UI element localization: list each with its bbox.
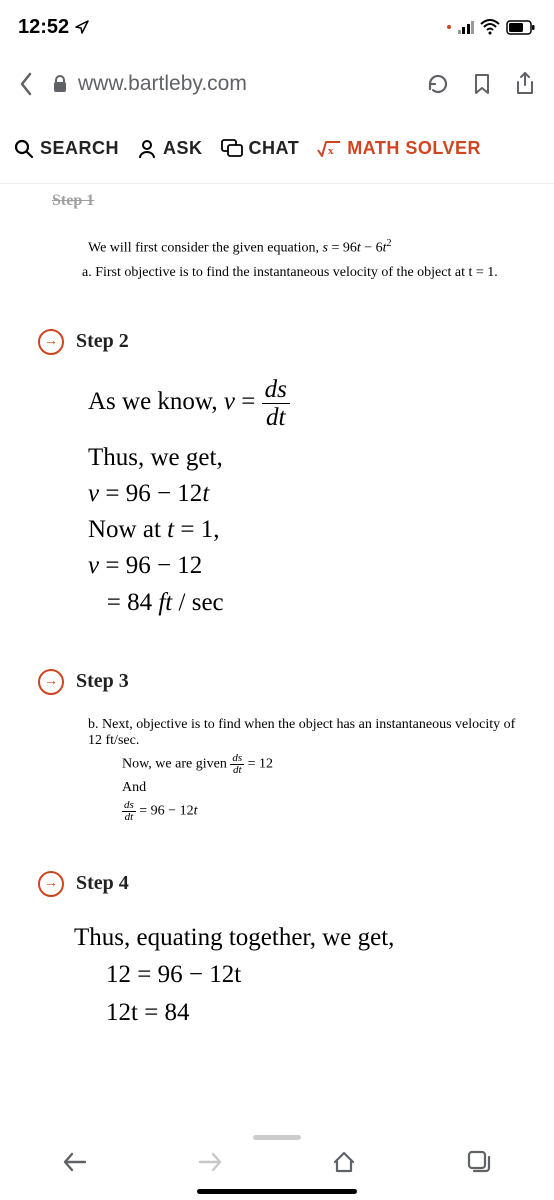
svg-text:x: x xyxy=(328,145,334,157)
step1-sub: First objective is to find the instantan… xyxy=(102,265,526,281)
nav-tabs-button[interactable] xyxy=(457,1140,501,1184)
reload-icon[interactable] xyxy=(426,72,450,96)
nav-search-label: SEARCH xyxy=(40,138,119,159)
step2-header: → Step 2 xyxy=(38,329,526,355)
bookmark-icon[interactable] xyxy=(472,72,492,96)
step3-label: Step 3 xyxy=(76,670,129,693)
nav-search[interactable]: SEARCH xyxy=(14,138,119,159)
share-icon[interactable] xyxy=(514,71,536,97)
nav-math-solver[interactable]: x MATH SOLVER xyxy=(317,138,481,159)
content[interactable]: Step 1 We will first consider the given … xyxy=(0,184,554,1132)
step2-label: Step 2 xyxy=(76,330,129,353)
step4-label: Step 4 xyxy=(76,872,129,895)
step4-header: → Step 4 xyxy=(38,871,526,897)
step4-math: Thus, equating together, we get, 12 = 96… xyxy=(74,919,526,1032)
arrow-right-icon: → xyxy=(38,329,64,355)
step3-body: b. Next, objective is to find when the o… xyxy=(88,717,526,823)
nav-chat[interactable]: CHAT xyxy=(221,138,300,159)
arrow-left-icon xyxy=(61,1150,89,1174)
arrow-right-icon: → xyxy=(38,669,64,695)
nav-math-solver-label: MATH SOLVER xyxy=(347,138,481,159)
chat-icon xyxy=(221,139,243,159)
wifi-icon xyxy=(480,19,500,35)
step2-math: As we know, v = dsdt Thus, we get, v = 9… xyxy=(88,377,526,621)
back-button[interactable] xyxy=(10,71,42,97)
nav-chat-label: CHAT xyxy=(249,138,300,159)
clock: 12:52 xyxy=(18,16,69,39)
arrow-right-icon xyxy=(196,1150,224,1174)
status-bar: 12:52 xyxy=(0,0,554,54)
nav-back-button[interactable] xyxy=(53,1140,97,1184)
home-icon xyxy=(331,1149,357,1175)
location-icon xyxy=(75,19,89,35)
person-icon xyxy=(137,139,157,159)
signal-icon xyxy=(458,20,475,34)
search-icon xyxy=(14,139,34,159)
browser-address-bar: www.bartleby.com xyxy=(0,54,554,114)
step1-intro: We will first consider the given equatio… xyxy=(88,238,526,257)
nav-ask-label: ASK xyxy=(163,138,203,159)
step1-label: Step 1 xyxy=(52,192,526,210)
nav-ask[interactable]: ASK xyxy=(137,138,203,159)
chevron-left-icon xyxy=(19,71,33,97)
arrow-right-icon: → xyxy=(38,871,64,897)
dot-icon xyxy=(446,24,452,30)
battery-icon xyxy=(506,20,536,35)
step3-header: → Step 3 xyxy=(38,669,526,695)
tabs-icon xyxy=(466,1149,492,1175)
lock-icon xyxy=(52,74,68,94)
nav-home-button[interactable] xyxy=(322,1140,366,1184)
nav-forward-button[interactable] xyxy=(188,1140,232,1184)
url-display[interactable]: www.bartleby.com xyxy=(52,72,416,96)
url-text: www.bartleby.com xyxy=(78,72,247,96)
site-nav: SEARCH ASK CHAT x MATH SOLVER xyxy=(0,114,554,184)
sqrt-icon: x xyxy=(317,140,341,158)
home-indicator[interactable] xyxy=(197,1189,357,1194)
